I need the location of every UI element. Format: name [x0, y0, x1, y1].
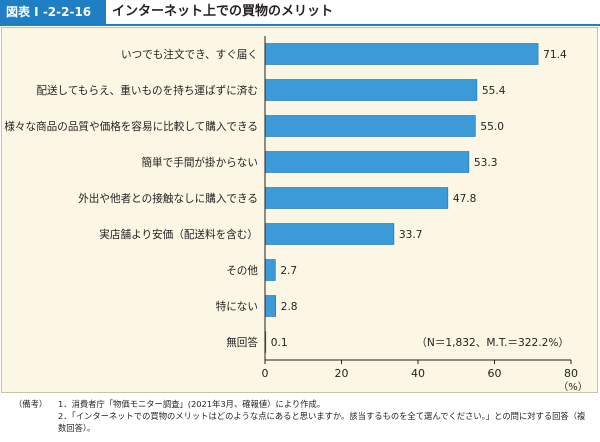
notes-key: （備考） — [14, 399, 48, 409]
bar-chart: いつでも注文でき、すぐ届く 71.4 配送してもらえ、重いものを持ち運ばずに済む 55… — [4, 36, 588, 393]
category-label: 特にない — [216, 301, 258, 313]
bar — [264, 115, 476, 137]
sample-annotation: （N＝1,832、M.T.＝322.2%） — [416, 336, 569, 349]
x-tick-label: 0 — [262, 367, 269, 380]
category-label: いつでも注文でき、すぐ届く — [121, 48, 258, 61]
x-tick-label: 20 — [335, 367, 349, 380]
category-label: 実店舗より安価（配送料を含む） — [99, 228, 258, 241]
category-label: 無回答 — [226, 336, 258, 349]
bar — [264, 187, 449, 209]
value-label: 55.4 — [482, 85, 506, 97]
bar — [264, 259, 276, 281]
bar — [264, 79, 478, 101]
figure-title: インターネット上での買物のメリット — [112, 4, 334, 19]
value-label: 55.0 — [480, 121, 504, 133]
chart-panel: いつでも注文でき、すぐ届く 71.4 配送してもらえ、重いものを持ち運ばずに済む 55… — [1, 27, 598, 393]
value-label: 53.3 — [474, 157, 498, 169]
note-2: 2．「インターネットでの買物のメリットはどのような点にあると思いますか。該当する… — [58, 411, 586, 433]
note-1: 1．消費者庁「物価モニター調査」(2021年3月、確報値）により作成。 — [58, 399, 326, 409]
value-label: 71.4 — [543, 49, 567, 61]
bar — [264, 43, 539, 65]
notes: （備考） 1．消費者庁「物価モニター調査」(2021年3月、確報値）により作成。… — [14, 398, 594, 434]
note-row-2: 2．「インターネットでの買物のメリットはどのような点にあると思いますか。該当する… — [14, 410, 594, 434]
value-label: 2.7 — [280, 265, 297, 277]
category-label: その他 — [226, 264, 258, 277]
category-label: 配送してもらえ、重いものを持ち運ばずに済む — [36, 84, 258, 97]
figure-label: 図表 I -2-2-16 — [0, 0, 106, 24]
value-label: 33.7 — [399, 229, 423, 241]
bar — [264, 295, 277, 317]
x-tick-label: 60 — [488, 367, 502, 380]
value-label: 2.8 — [281, 301, 298, 313]
value-label: 47.8 — [453, 193, 477, 205]
category-label: 様々な商品の品質や価格を容易に比較して購入できる — [4, 120, 258, 133]
category-label: 外出や他者との接触なしに購入できる — [78, 192, 258, 205]
category-label: 簡単で手間が掛からない — [141, 156, 258, 169]
bar — [264, 151, 470, 173]
x-tick-label: 80 — [564, 367, 578, 380]
value-label: 0.1 — [271, 337, 288, 349]
bar — [264, 223, 395, 245]
x-unit-label: （%） — [558, 381, 588, 393]
x-tick-label: 40 — [411, 367, 425, 380]
figure-header: 図表 I -2-2-16 インターネット上での買物のメリット — [0, 0, 600, 26]
note-row-1: （備考） 1．消費者庁「物価モニター調査」(2021年3月、確報値）により作成。 — [14, 398, 594, 410]
header-rule — [0, 24, 600, 26]
